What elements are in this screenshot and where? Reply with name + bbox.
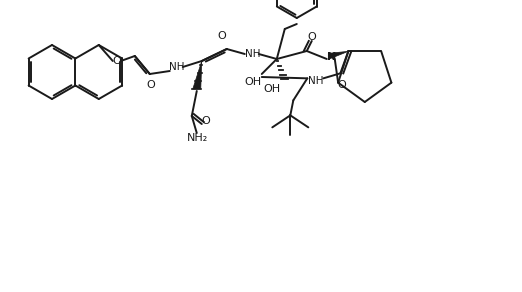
- Text: O: O: [337, 80, 346, 90]
- Polygon shape: [328, 51, 348, 59]
- Text: O: O: [201, 116, 210, 126]
- Text: O: O: [217, 31, 226, 41]
- Text: NH: NH: [245, 49, 260, 59]
- Text: O: O: [307, 32, 316, 42]
- Text: O: O: [146, 80, 155, 90]
- Text: NH₂: NH₂: [187, 133, 208, 143]
- Text: OH: OH: [244, 77, 262, 87]
- Text: NH: NH: [307, 76, 323, 86]
- Text: OH: OH: [263, 84, 280, 94]
- Text: O: O: [112, 56, 121, 66]
- Text: NH: NH: [169, 62, 184, 72]
- Text: N: N: [327, 52, 336, 62]
- Polygon shape: [193, 61, 202, 89]
